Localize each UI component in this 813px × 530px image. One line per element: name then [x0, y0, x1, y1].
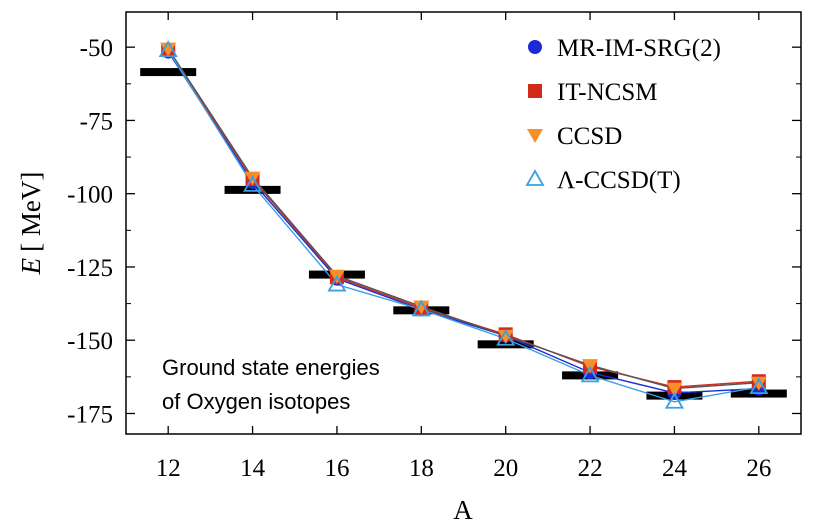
x-tick-label: 16 [324, 455, 349, 482]
x-ticks: 12 14 16 18 20 22 24 26 [156, 12, 771, 482]
x-tick-label: 26 [746, 455, 771, 482]
y-tick-label: -100 [67, 182, 113, 209]
data-point-series-3 [327, 274, 347, 292]
plot-frame [125, 11, 802, 435]
series-line-2 [167, 48, 759, 390]
annotation-line-1: Ground state energies [162, 355, 380, 380]
experiment-bars [140, 68, 787, 400]
series-line-0 [167, 51, 759, 394]
data-point-series-3 [580, 365, 600, 383]
x-tick-label: 20 [493, 455, 518, 482]
data-point-series-3 [243, 175, 263, 192]
legend-label-0: MR-IM-SRG(2) [557, 35, 721, 62]
legend-label-1: IT-NCSM [557, 79, 658, 106]
data-point-series-2 [666, 382, 683, 397]
data-point-series-2 [497, 329, 514, 344]
series-markers [158, 40, 769, 409]
y-tick-label: -50 [80, 35, 113, 62]
annotation-line-2: of Oxygen isotopes [162, 389, 350, 414]
y-axis-title: E [ MeV] [16, 172, 46, 276]
legend-label-2: CCSD [557, 123, 622, 150]
experiment-bar [140, 68, 197, 77]
x-tick-label: 18 [409, 455, 434, 482]
data-point-series-3 [411, 299, 431, 317]
data-point-series-3 [749, 377, 769, 395]
legend-marker-2 [527, 129, 543, 143]
x-axis-title: A [453, 495, 473, 525]
legend-marker-0 [528, 40, 542, 54]
series-lines [167, 48, 759, 403]
annotation: Ground state energies of Oxygen isotopes [162, 355, 386, 414]
experiment-bar [224, 185, 281, 194]
data-point-series-2 [413, 300, 430, 315]
legend-label-3: Λ-CCSD(T) [557, 167, 681, 194]
legend: MR-IM-SRG(2) IT-NCSM CCSD Λ-CCSD(T) [525, 35, 721, 194]
x-tick-label: 14 [240, 455, 266, 482]
series-line-1 [167, 49, 759, 388]
data-point-series-2 [750, 376, 767, 391]
y-tick-label: -150 [67, 328, 113, 355]
data-point-series-3 [664, 391, 684, 409]
data-point-series-3 [496, 328, 516, 346]
data-point-series-2 [160, 42, 177, 57]
x-tick-label: 12 [156, 455, 181, 482]
x-tick-label: 24 [662, 455, 688, 482]
y-ticks: -50 -75 -100 -125 -150 -175 [67, 35, 801, 428]
legend-marker-3 [525, 169, 545, 186]
y-axis-variable: E [16, 257, 46, 275]
x-tick-label: 22 [578, 455, 603, 482]
y-axis-unit: [ MeV] [16, 172, 46, 252]
series-line-3 [167, 49, 759, 403]
y-tick-label: -75 [80, 108, 113, 135]
y-tick-label: -125 [67, 255, 113, 282]
legend-marker-1 [528, 84, 542, 98]
y-tick-label: -175 [67, 401, 113, 428]
data-point-series-3 [158, 40, 178, 57]
